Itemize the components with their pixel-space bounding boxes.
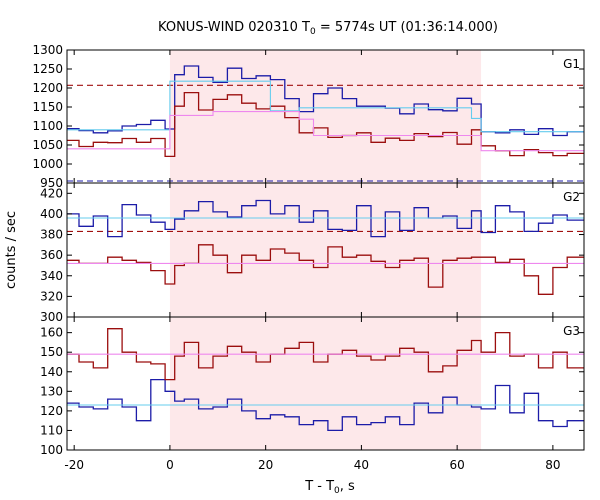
y-tick-label: 1100 <box>32 119 63 133</box>
y-tick-label: 1250 <box>32 62 63 76</box>
y-tick-label: 340 <box>40 269 63 283</box>
shaded-interval <box>169 183 482 317</box>
y-tick-label: 380 <box>40 228 63 242</box>
x-axis-label-suffix: , s <box>340 479 355 494</box>
y-tick-label: 120 <box>40 404 63 418</box>
panel-label: G1 <box>563 57 580 71</box>
y-tick-label: 130 <box>40 384 63 398</box>
y-tick-label: 1300 <box>32 43 63 57</box>
series-blue-line <box>67 199 584 238</box>
chart-title-prefix: KONUS-WIND 020310 T <box>158 20 310 35</box>
y-tick-label: 100 <box>40 443 63 457</box>
panel-g3: 100 110 120 130 140 150 160 G3 <box>40 316 585 457</box>
x-tick-label: 40 <box>354 458 369 472</box>
x-tick-label: 80 <box>545 458 560 472</box>
y-tick-label: 300 <box>40 310 63 324</box>
x-tick-label: 20 <box>258 458 273 472</box>
series-blue-line <box>67 378 584 432</box>
series-red-line <box>67 244 584 295</box>
x-tick-label: 0 <box>166 458 174 472</box>
chart-title-subscript: 0 <box>310 27 316 37</box>
y-tick-label: 400 <box>40 207 63 221</box>
y-tick-label: 1200 <box>32 81 63 95</box>
panel-g2: 300 320 340 360 380 400 420 G2 <box>40 182 585 324</box>
y-tick-label: 950 <box>40 176 63 190</box>
y-tick-label: 320 <box>40 289 63 303</box>
series-cyan-line <box>67 80 584 133</box>
x-tick-label: 60 <box>450 458 465 472</box>
panel-series <box>67 328 584 432</box>
panel-label: G2 <box>563 190 580 204</box>
x-axis-label: T - T0, s <box>304 479 355 496</box>
y-tick-label: 360 <box>40 248 63 262</box>
y-tick-label: 160 <box>40 326 63 340</box>
shaded-interval <box>169 317 482 450</box>
panel-g1: 950 1000 1050 1100 1150 1200 1250 1300 G1 <box>32 43 585 190</box>
y-tick-label: 1050 <box>32 138 63 152</box>
panel-frame <box>66 316 585 451</box>
chart-title: KONUS-WIND 020310 T0 = 5774s UT (01:36:1… <box>158 20 498 37</box>
plot-panels: 9501000105011001150120012501300G13003203… <box>32 43 585 472</box>
y-tick-label: 140 <box>40 365 63 379</box>
y-tick-label: 110 <box>40 423 63 437</box>
series-pink-line <box>67 111 584 152</box>
chart-title-suffix: = 5774s UT (01:36:14.000) <box>316 20 498 35</box>
y-tick-label: 1000 <box>32 157 63 171</box>
y-tick-label: 420 <box>40 186 63 200</box>
y-tick-label: 1150 <box>32 100 63 114</box>
series-red-line <box>67 328 584 381</box>
y-tick-label: 150 <box>40 345 63 359</box>
panel-label: G3 <box>563 324 580 338</box>
panel-series <box>67 65 584 182</box>
panel-series <box>67 199 584 295</box>
shaded-interval <box>169 50 482 183</box>
x-tick-label: -20 <box>64 458 84 472</box>
x-axis-label-subscript: 0 <box>334 486 340 496</box>
y-axis-label: counts / sec <box>4 211 19 289</box>
x-axis-label-prefix: T - T <box>304 479 334 494</box>
